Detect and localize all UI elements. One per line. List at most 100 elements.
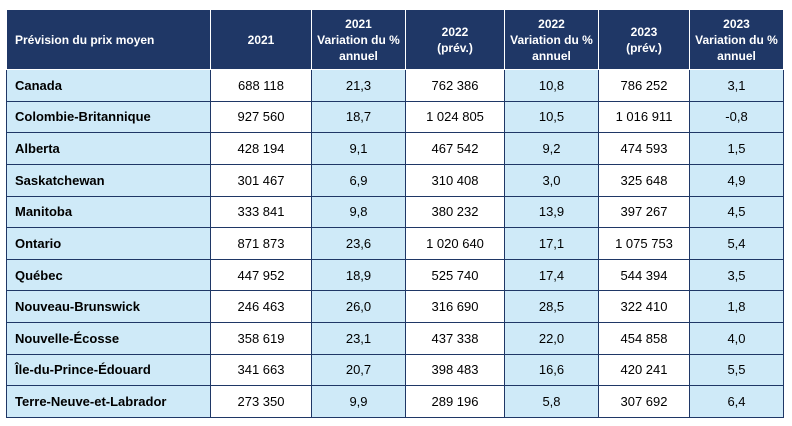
table-row: Nouvelle-Écosse 358 619 23,1 437 338 22,0 454…: [6, 322, 784, 355]
change-2023: 6,4: [689, 385, 784, 418]
table-row: Nouveau-Brunswick 246 463 26,0 316 690 28,5 3…: [6, 290, 784, 323]
header-line: (prév.): [626, 40, 662, 55]
header-2021-change: 2021 Variation du % annuel: [311, 9, 406, 70]
change-2022: 10,5: [504, 100, 599, 134]
price-2021: 333 841: [210, 195, 312, 229]
change-2022: 10,8: [504, 69, 599, 102]
price-2023-forecast: 544 394: [598, 258, 690, 292]
header-2021: 2021: [210, 9, 312, 70]
header-line: 2023: [723, 16, 750, 31]
price-2023-forecast: 307 692: [598, 385, 690, 418]
price-2022-forecast: 398 483: [405, 353, 505, 387]
region-name: Nouveau-Brunswick: [6, 290, 211, 323]
change-2021: 9,9: [311, 385, 406, 418]
price-2022-forecast: 310 408: [405, 163, 505, 197]
change-2022: 22,0: [504, 322, 599, 355]
price-2021: 273 350: [210, 385, 312, 418]
region-name: Terre-Neuve-et-Labrador: [6, 385, 211, 418]
price-2021: 927 560: [210, 100, 312, 134]
header-2022-forecast: 2022 (prév.): [405, 9, 505, 70]
table-body: Canada 688 118 21,3 762 386 10,8 786 252 3,1 Co…: [6, 69, 784, 418]
change-2022: 17,4: [504, 258, 599, 292]
price-2022-forecast: 762 386: [405, 69, 505, 102]
price-2023-forecast: 1 075 753: [598, 227, 690, 260]
change-2023: 1,8: [689, 290, 784, 323]
change-2021: 23,1: [311, 322, 406, 355]
change-2021: 9,1: [311, 132, 406, 165]
price-2021: 341 663: [210, 353, 312, 387]
price-2022-forecast: 316 690: [405, 290, 505, 323]
change-2021: 26,0: [311, 290, 406, 323]
price-forecast-table: Prévision du prix moyen 2021 2021 Variation…: [6, 9, 784, 418]
price-2022-forecast: 525 740: [405, 258, 505, 292]
header-line: Variation du %: [510, 32, 593, 47]
change-2021: 6,9: [311, 163, 406, 197]
header-row: Prévision du prix moyen 2021 2021 Variation…: [6, 9, 784, 70]
change-2021: 20,7: [311, 353, 406, 387]
price-2023-forecast: 325 648: [598, 163, 690, 197]
table-row: Alberta 428 194 9,1 467 542 9,2 474 593 1,5: [6, 132, 784, 165]
header-line: Variation du %: [317, 32, 400, 47]
price-2022-forecast: 437 338: [405, 322, 505, 355]
change-2022: 28,5: [504, 290, 599, 323]
table-row: Manitoba 333 841 9,8 380 232 13,9 397 267 4,5: [6, 195, 784, 229]
header-region: Prévision du prix moyen: [6, 9, 211, 70]
change-2023: 4,0: [689, 322, 784, 355]
change-2021: 9,8: [311, 195, 406, 229]
change-2023: 1,5: [689, 132, 784, 165]
region-name: Canada: [6, 69, 211, 102]
header-line: 2023: [630, 24, 658, 39]
header-line: annuel: [532, 48, 571, 63]
table-row: Saskatchewan 301 467 6,9 310 408 3,0 325 648 4…: [6, 163, 784, 197]
change-2021: 21,3: [311, 69, 406, 102]
header-2023-forecast: 2023 (prév.): [598, 9, 690, 70]
region-name: Nouvelle-Écosse: [6, 322, 211, 355]
header-line: annuel: [717, 48, 756, 63]
price-2023-forecast: 420 241: [598, 353, 690, 387]
header-line: 2022: [538, 16, 565, 31]
header-line: Prévision du prix moyen: [15, 32, 155, 47]
price-2021: 301 467: [210, 163, 312, 197]
region-name: Colombie-Britannique: [6, 100, 211, 134]
change-2022: 9,2: [504, 132, 599, 165]
change-2023: 5,5: [689, 353, 784, 387]
price-2023-forecast: 1 016 911: [598, 100, 690, 134]
header-line: annuel: [339, 48, 378, 63]
price-2023-forecast: 454 858: [598, 322, 690, 355]
header-line: 2021: [247, 32, 275, 47]
change-2023: 5,4: [689, 227, 784, 260]
region-name: Ontario: [6, 227, 211, 260]
table-row: Terre-Neuve-et-Labrador 273 350 9,9 289 196…: [6, 385, 784, 418]
region-name: Manitoba: [6, 195, 211, 229]
price-2021: 447 952: [210, 258, 312, 292]
change-2023: 4,5: [689, 195, 784, 229]
price-2023-forecast: 786 252: [598, 69, 690, 102]
table-header: Prévision du prix moyen 2021 2021 Variation…: [6, 9, 784, 70]
table-row: Île-du-Prince-Édouard 341 663 20,7 398 483 1…: [6, 353, 784, 387]
header-line: 2021: [345, 16, 372, 31]
price-2021: 246 463: [210, 290, 312, 323]
change-2022: 13,9: [504, 195, 599, 229]
region-name: Île-du-Prince-Édouard: [6, 353, 211, 387]
header-2022-change: 2022 Variation du % annuel: [504, 9, 599, 70]
price-2021: 428 194: [210, 132, 312, 165]
price-2023-forecast: 397 267: [598, 195, 690, 229]
header-line: (prév.): [437, 40, 473, 55]
price-2021: 688 118: [210, 69, 312, 102]
change-2022: 17,1: [504, 227, 599, 260]
region-name: Québec: [6, 258, 211, 292]
change-2021: 23,6: [311, 227, 406, 260]
change-2022: 16,6: [504, 353, 599, 387]
price-2023-forecast: 474 593: [598, 132, 690, 165]
table-row: Québec 447 952 18,9 525 740 17,4 544 394 3,5: [6, 258, 784, 292]
region-name: Alberta: [6, 132, 211, 165]
header-line: 2022: [441, 24, 469, 39]
change-2023: 3,5: [689, 258, 784, 292]
change-2021: 18,7: [311, 100, 406, 134]
table-row: Ontario 871 873 23,6 1 020 640 17,1 1 075 753…: [6, 227, 784, 260]
price-2021: 871 873: [210, 227, 312, 260]
price-2023-forecast: 322 410: [598, 290, 690, 323]
change-2023: -0,8: [689, 100, 784, 134]
price-2022-forecast: 289 196: [405, 385, 505, 418]
region-name: Saskatchewan: [6, 163, 211, 197]
